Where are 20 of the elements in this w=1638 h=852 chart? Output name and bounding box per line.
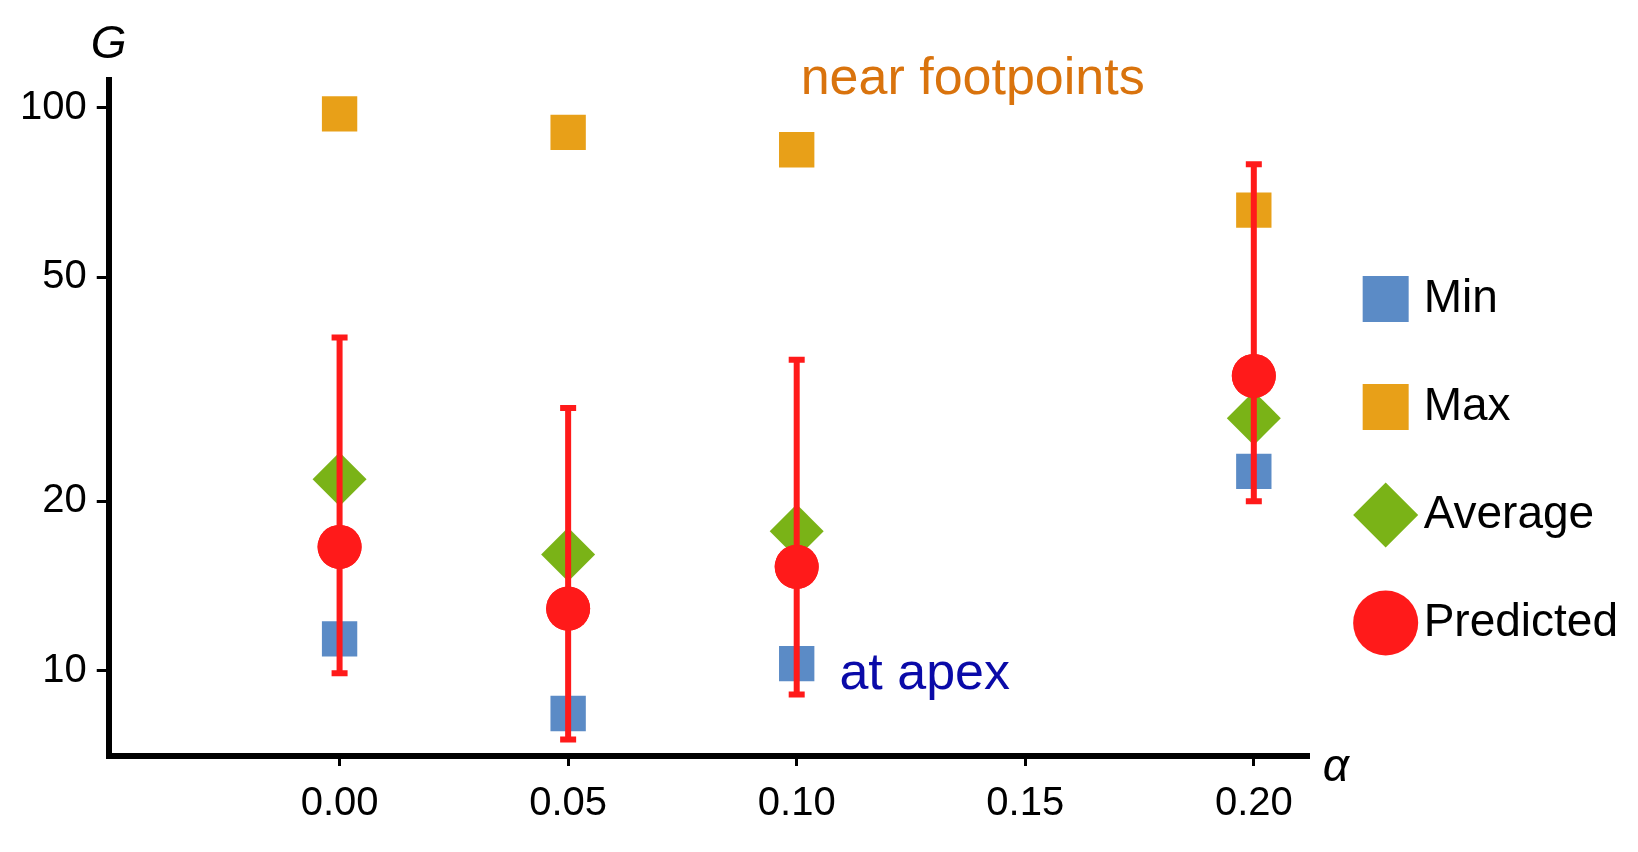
x-axis-title: α <box>1322 738 1351 791</box>
y-axis-title: G <box>90 15 127 68</box>
point <box>779 132 815 168</box>
x-tick-label: 0.20 <box>1214 779 1293 824</box>
x-tick-label: 0.00 <box>300 779 379 824</box>
legend-label: Min <box>1423 269 1498 322</box>
y-tick-label: 100 <box>19 82 87 127</box>
point <box>321 96 358 132</box>
annotation: at apex <box>839 642 1010 701</box>
point <box>550 114 586 151</box>
x-tick-label: 0.15 <box>986 779 1065 824</box>
y-tick-label: 20 <box>42 476 87 521</box>
legend-label: Predicted <box>1423 593 1619 646</box>
x-tick-label: 0.05 <box>529 779 608 824</box>
x-tick-label: 0.10 <box>757 779 836 824</box>
annotation: near footpoints <box>800 47 1145 106</box>
y-tick-label: 10 <box>42 645 87 690</box>
legend-label: Max <box>1423 377 1511 430</box>
legend-label: Average <box>1423 485 1595 538</box>
y-tick-label: 50 <box>42 252 87 297</box>
